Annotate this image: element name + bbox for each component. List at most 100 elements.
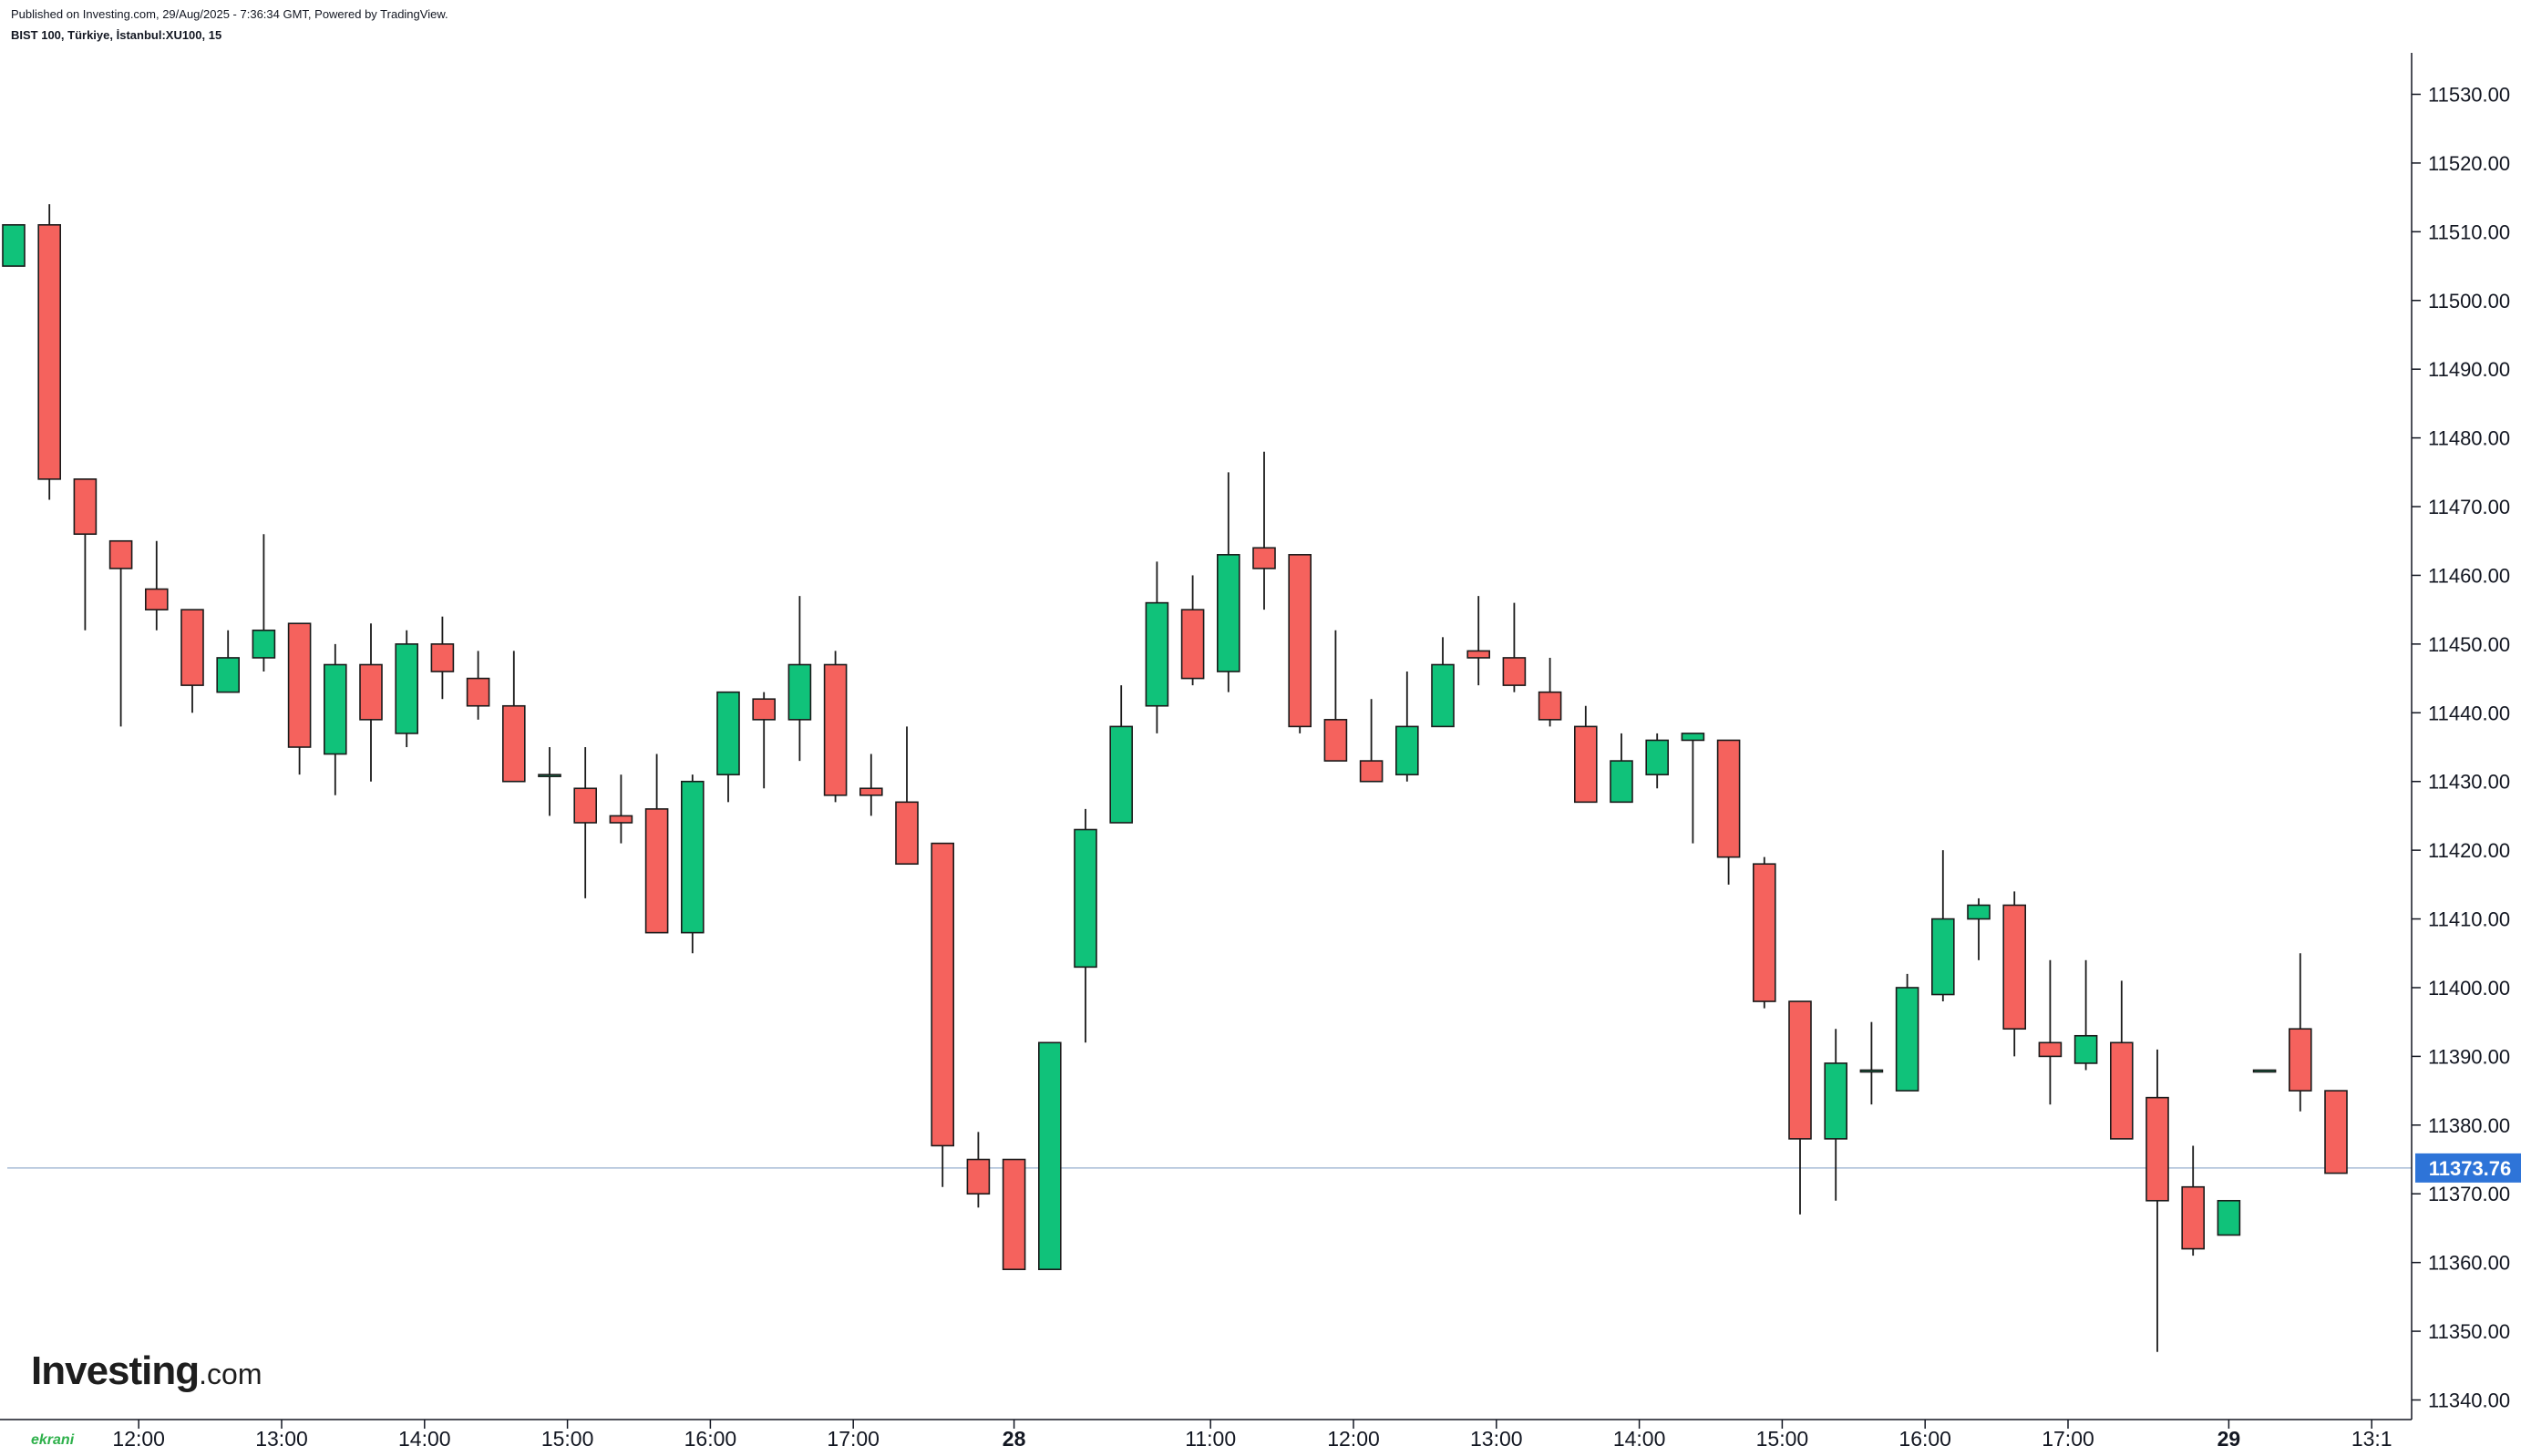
candle-body[interactable]	[859, 787, 883, 796]
candle[interactable]	[1681, 733, 1705, 844]
candle[interactable]	[1395, 672, 1419, 782]
candle[interactable]	[1288, 554, 1312, 733]
candle-body[interactable]	[1109, 725, 1133, 824]
candle-body[interactable]	[323, 663, 347, 755]
candle[interactable]	[680, 774, 705, 954]
candle-body[interactable]	[2324, 1090, 2348, 1174]
candle-body[interactable]	[1288, 554, 1312, 728]
candle-body[interactable]	[609, 815, 633, 824]
candle-body[interactable]	[1574, 725, 1598, 804]
candle[interactable]	[466, 651, 490, 720]
candle[interactable]	[966, 1132, 991, 1208]
candle[interactable]	[323, 643, 347, 795]
candle[interactable]	[145, 540, 169, 631]
candle-body[interactable]	[1967, 904, 1991, 920]
candle-body[interactable]	[1431, 663, 1455, 728]
candle[interactable]	[1323, 630, 1348, 762]
candle[interactable]	[644, 754, 669, 934]
candle[interactable]	[1788, 1000, 1812, 1215]
candle[interactable]	[287, 622, 312, 775]
candle[interactable]	[216, 630, 240, 693]
candle[interactable]	[573, 747, 598, 898]
time-axis[interactable]: 0012:0013:0014:0015:0016:0017:002811:001…	[0, 1419, 2412, 1451]
candle[interactable]	[1538, 657, 1562, 727]
candle[interactable]	[716, 691, 740, 803]
candle-body[interactable]	[2073, 1034, 2098, 1064]
candle-body[interactable]	[1145, 601, 1169, 707]
candle-body[interactable]	[108, 539, 133, 569]
candle-body[interactable]	[1716, 739, 1741, 858]
candle[interactable]	[1967, 897, 1991, 960]
candle[interactable]	[1574, 705, 1598, 804]
candle-body[interactable]	[145, 588, 169, 610]
candle-body[interactable]	[1038, 1041, 1062, 1271]
candle[interactable]	[787, 596, 812, 762]
candle-body[interactable]	[1788, 1000, 1812, 1140]
candle-body[interactable]	[1681, 733, 1705, 742]
candle[interactable]	[180, 609, 204, 713]
candle[interactable]	[2324, 1090, 2348, 1174]
candle-body[interactable]	[1859, 1069, 1884, 1073]
candle[interactable]	[2289, 953, 2312, 1112]
candle[interactable]	[1466, 596, 1490, 686]
candle-body[interactable]	[644, 808, 669, 934]
candle[interactable]	[1645, 733, 1669, 789]
candle[interactable]	[2252, 1069, 2277, 1073]
candle-body[interactable]	[430, 643, 455, 672]
candle[interactable]	[895, 726, 919, 866]
candle[interactable]	[1038, 1041, 1062, 1271]
candle-body[interactable]	[1753, 863, 1776, 1002]
candle-body[interactable]	[2038, 1041, 2063, 1058]
candle-body[interactable]	[1502, 657, 1527, 686]
candle[interactable]	[108, 539, 133, 727]
candle-body[interactable]	[287, 622, 312, 748]
candle-body[interactable]	[1217, 554, 1240, 672]
candle[interactable]	[501, 651, 526, 783]
candle-body[interactable]	[501, 704, 526, 783]
candle[interactable]	[1502, 602, 1527, 692]
candle-body[interactable]	[252, 629, 276, 659]
candle[interactable]	[859, 754, 883, 816]
candle-body[interactable]	[2110, 1041, 2134, 1140]
candle-body[interactable]	[1645, 739, 1669, 775]
candle[interactable]	[2217, 1199, 2241, 1236]
candle-body[interactable]	[180, 609, 204, 686]
candle[interactable]	[395, 630, 419, 747]
candle-body[interactable]	[538, 774, 561, 777]
candle-body[interactable]	[1323, 719, 1348, 762]
candle[interactable]	[1359, 699, 1384, 783]
candle[interactable]	[1109, 685, 1133, 824]
candle[interactable]	[1180, 575, 1205, 686]
candle-body[interactable]	[680, 780, 705, 934]
candle[interactable]	[1002, 1158, 1026, 1271]
candle[interactable]	[73, 478, 98, 631]
candle[interactable]	[1931, 850, 1955, 1002]
candle-body[interactable]	[2289, 1028, 2312, 1092]
candle[interactable]	[359, 623, 383, 782]
candle-body[interactable]	[2145, 1096, 2169, 1202]
candle-body[interactable]	[2252, 1069, 2277, 1073]
candle-body[interactable]	[1931, 918, 1955, 996]
candle[interactable]	[1431, 637, 1455, 728]
candle-body[interactable]	[787, 663, 812, 721]
candle-body[interactable]	[1074, 828, 1097, 969]
candle-body[interactable]	[573, 787, 598, 824]
candle[interactable]	[931, 842, 955, 1187]
candle[interactable]	[2181, 1145, 2205, 1256]
candle[interactable]	[1716, 739, 1741, 885]
candle-body[interactable]	[1359, 760, 1384, 783]
candle-body[interactable]	[2002, 904, 2026, 1030]
candle[interactable]	[430, 616, 455, 700]
candle[interactable]	[1859, 1021, 1884, 1105]
candle-body[interactable]	[1395, 725, 1419, 775]
candle[interactable]	[2002, 891, 2026, 1057]
candle-body[interactable]	[1002, 1158, 1026, 1271]
price-axis[interactable]: 11340.00 11350.00 11360.00 11370.00 11380.00…	[2411, 53, 2521, 1420]
candle[interactable]	[1753, 856, 1776, 1009]
candle-body[interactable]	[73, 478, 98, 535]
candle[interactable]	[1610, 733, 1633, 804]
candle[interactable]	[252, 534, 276, 672]
candle[interactable]	[37, 204, 62, 500]
candle-body[interactable]	[823, 663, 848, 796]
